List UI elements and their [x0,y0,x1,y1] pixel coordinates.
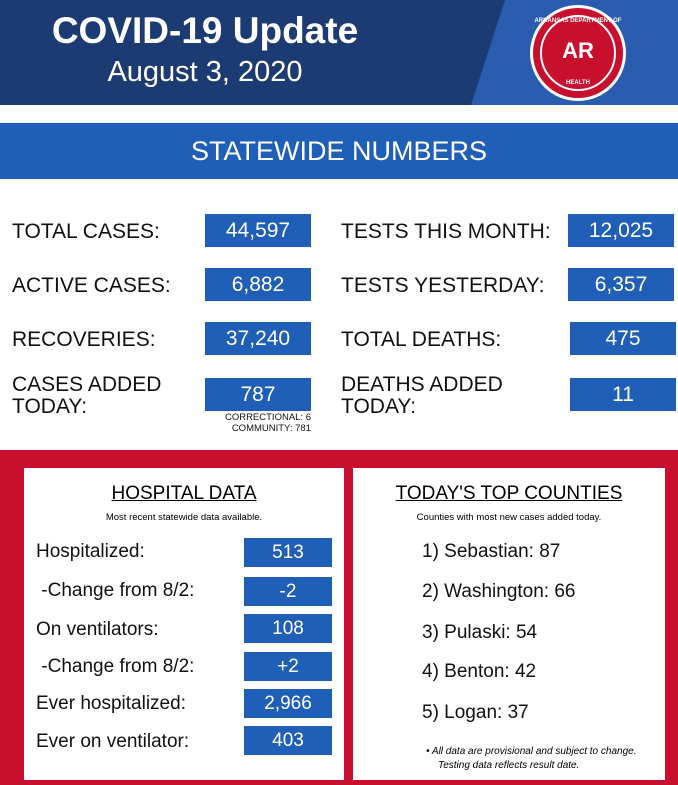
logo-ring-bottom-text: HEALTH [566,80,590,86]
tests-yesterday-label: TESTS YESTERDAY: [341,274,545,297]
active-cases-label: ACTIVE CASES: [12,274,171,297]
county-item: 3) Pulaski: 54 [422,622,538,643]
statewide-banner: STATEWIDE NUMBERS [0,123,678,179]
data-footnote: • All data are provisional and subject t… [426,745,636,773]
top-counties-subtitle: Counties with most new cases added today… [416,512,602,523]
hospitalized-value: 513 [244,538,332,567]
ever-hospitalized-value: 2,966 [244,689,332,718]
tests-this-month-label: TESTS THIS MONTH: [341,220,551,243]
logo-ring-top-text: ARKANSAS DEPARTMENT OF [534,18,622,24]
tests-this-month-value: 12,025 [568,214,674,247]
logo-ring [540,15,616,91]
recoveries-value: 37,240 [205,322,311,355]
page-date: August 3, 2020 [107,56,303,88]
hospital-data-title: HOSPITAL DATA [111,483,257,504]
ever-hospitalized-label: Ever hospitalized: [36,693,186,714]
active-cases-value: 6,882 [205,268,311,301]
correctional-count: CORRECTIONAL: 6 [224,412,311,423]
cases-added-label-line2: TODAY: [12,395,88,418]
deaths-added-label: DEATHS ADDED TODAY: [341,374,503,418]
deaths-added-value: 11 [570,378,676,411]
total-deaths-value: 475 [570,322,676,355]
cases-added-value: 787 [205,378,311,411]
top-counties-title: TODAY'S TOP COUNTIES [395,483,623,504]
county-item: 5) Logan: 37 [422,702,529,723]
ventilators-change-value: +2 [244,652,332,681]
hospitalized-change-label: -Change from 8/2: [36,580,195,601]
cases-added-breakdown: CORRECTIONAL: 6 COMMUNITY: 781 [200,412,311,434]
footnote-line1: • All data are provisional and subject t… [426,746,637,757]
tests-yesterday-value: 6,357 [568,268,674,301]
county-item: 4) Benton: 42 [422,661,537,682]
deaths-added-label-line1: DEATHS ADDED [341,373,503,396]
recoveries-label: RECOVERIES: [12,328,156,351]
cases-added-label: CASES ADDED TODAY: [12,374,161,418]
hospitalized-label: Hospitalized: [36,541,145,562]
total-cases-label: TOTAL CASES: [12,220,160,243]
cases-added-label-line1: CASES ADDED [12,373,162,396]
ventilators-change-label: -Change from 8/2: [36,656,195,677]
top-counties-panel [353,468,665,780]
total-deaths-label: TOTAL DEATHS: [341,328,502,351]
county-item: 1) Sebastian: 87 [422,541,561,562]
deaths-added-label-line2: TODAY: [341,395,417,418]
county-item: 2) Washington: 66 [422,581,576,602]
on-ventilators-label: On ventilators: [36,619,159,640]
total-cases-value: 44,597 [205,214,311,247]
footnote-line2: Testing data reflects result date. [438,760,580,771]
hospitalized-change-value: -2 [244,577,332,606]
ever-on-ventilator-label: Ever on ventilator: [36,731,190,752]
on-ventilators-value: 108 [244,614,332,643]
arkansas-health-logo: ARKANSAS DEPARTMENT OF AR HEALTH [530,5,626,101]
logo-monogram: AR [562,38,594,63]
hospital-data-subtitle: Most recent statewide data available. [105,512,263,523]
header: COVID-19 Update August 3, 2020 ARKANSAS … [0,0,678,105]
community-count: COMMUNITY: 781 [231,423,311,434]
ever-on-ventilator-value: 403 [244,726,332,755]
page-title: COVID-19 Update [51,10,359,51]
